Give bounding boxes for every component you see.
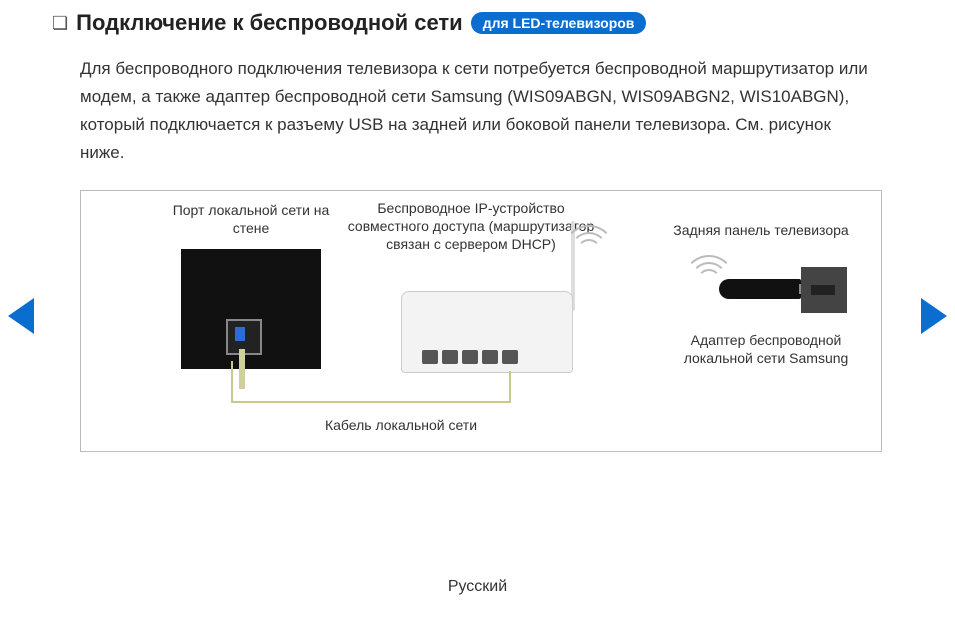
next-page-button[interactable]: [921, 298, 947, 334]
lan-cable-icon: [231, 361, 233, 401]
tv-back-panel-icon: [801, 267, 847, 313]
lan-cable-icon: [231, 401, 511, 403]
wall-port-label: Порт локальной сети на стене: [171, 201, 331, 237]
wifi-adapter-icon: [719, 279, 801, 299]
connection-diagram: Порт локальной сети на стене Беспроводно…: [80, 190, 882, 452]
wifi-adapter-label: Адаптер беспроводной локальной сети Sams…: [671, 331, 861, 367]
router-ports-icon: [422, 350, 542, 364]
led-tv-badge: для LED-телевизоров: [471, 12, 647, 34]
router-port-icon: [442, 350, 458, 364]
section-title: Подключение к беспроводной сети: [76, 10, 463, 36]
page: ❏ Подключение к беспроводной сети для LE…: [0, 0, 955, 624]
lan-cable-icon: [509, 371, 511, 401]
router-icon: [401, 291, 573, 373]
router-port-icon: [502, 350, 518, 364]
section-header: ❏ Подключение к беспроводной сети для LE…: [52, 10, 646, 36]
language-footer: Русский: [0, 578, 955, 596]
tv-back-label: Задняя панель телевизора: [671, 221, 851, 239]
usb-slot-icon: [811, 285, 835, 295]
lan-jack-light-icon: [235, 327, 245, 341]
wall-panel-icon: [181, 249, 321, 369]
prev-page-button[interactable]: [8, 298, 34, 334]
router-port-icon: [482, 350, 498, 364]
lan-cable-label: Кабель локальной сети: [301, 416, 501, 434]
intro-paragraph: Для беспроводного подключения телевизора…: [80, 55, 880, 167]
lan-plug-icon: [239, 349, 245, 389]
router-port-icon: [462, 350, 478, 364]
router-label: Беспроводное IP-устройство совместного д…: [341, 199, 601, 253]
router-port-icon: [422, 350, 438, 364]
bullet-icon: ❏: [52, 13, 68, 34]
